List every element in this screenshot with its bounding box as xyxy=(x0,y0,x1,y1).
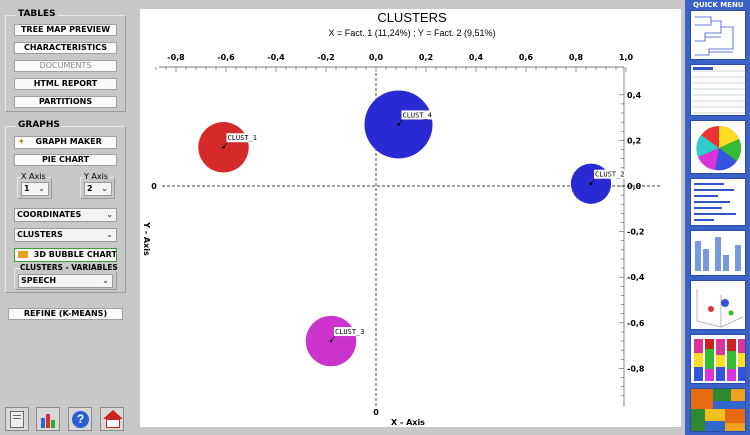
cluster-label-4: CLUST_4 xyxy=(403,111,433,119)
html-report-button[interactable]: HTML REPORT xyxy=(14,78,117,90)
bubble-3d-button[interactable]: 3D BUBBLE CHART xyxy=(14,248,117,262)
table-thumbnail[interactable] xyxy=(690,64,746,116)
y-tick-label: 0,2 xyxy=(627,136,641,145)
magic-wand-icon: ✦ xyxy=(18,137,25,146)
tree-map-preview-button[interactable]: TREE MAP PREVIEW xyxy=(14,24,117,36)
bubble-3d-label: 3D BUBBLE CHART xyxy=(33,250,117,259)
y-axis-label: Y Axis xyxy=(84,172,109,181)
cluster-label-bg-2 xyxy=(594,169,626,179)
speech-label: SPEECH xyxy=(21,276,57,285)
chevron-down-icon: ⌄ xyxy=(102,276,109,285)
cluster-leader-2 xyxy=(590,178,596,184)
clusters-label: CLUSTERS xyxy=(17,230,63,239)
y-tick-label: 0,4 xyxy=(627,91,642,100)
cluster-label-2: CLUST_2 xyxy=(595,171,625,179)
cluster-scatter-chart: CLUSTERS X = Fact. 1 (11,24%) ; Y = Fact… xyxy=(142,10,662,427)
x-zero-label: 0 xyxy=(373,408,379,417)
y-tick-label: -0,8 xyxy=(627,364,645,373)
coordinates-select[interactable]: COORDINATES ⌄ xyxy=(14,208,117,222)
chart-area: CLUSTERS X = Fact. 1 (11,24%) ; Y = Fact… xyxy=(140,9,681,427)
list-thumbnail[interactable] xyxy=(690,178,746,226)
stacked-bars-thumbnail[interactable] xyxy=(690,334,746,384)
bubble-chart-icon xyxy=(18,251,28,258)
chart-subtitle: X = Fact. 1 (11,24%) ; Y = Fact. 2 (9,51… xyxy=(328,28,495,38)
x-tick-label: 0,0 xyxy=(369,53,384,62)
dendrogram-thumbnail[interactable] xyxy=(690,10,746,60)
y-tick-label: 0,0 xyxy=(627,182,642,191)
cluster-label-bg-4 xyxy=(401,110,434,120)
chart-title: CLUSTERS xyxy=(377,10,447,25)
graph-maker-button[interactable]: ✦ GRAPH MAKER xyxy=(14,136,117,149)
y-axis-title: Y - Axis xyxy=(142,221,151,256)
clusters-variables-label: CLUSTERS - VARIABLES xyxy=(20,263,118,272)
cluster-label-bg-3 xyxy=(334,327,366,337)
tables-title: TABLES xyxy=(16,9,58,19)
tables-group xyxy=(5,15,126,112)
cluster-label-1: CLUST_1 xyxy=(228,134,258,142)
x-tick-label: 0,6 xyxy=(519,53,534,62)
y-axis-value: 2 xyxy=(87,184,93,193)
documents-button[interactable]: DOCUMENTS xyxy=(14,60,117,72)
x-tick-label: 1,0 xyxy=(619,53,634,62)
graphs-group xyxy=(5,126,126,293)
graph-maker-label: GRAPH MAKER xyxy=(35,137,102,146)
y-tick-label: -0,6 xyxy=(627,319,645,328)
cluster-leader-3 xyxy=(330,335,336,342)
partitions-button[interactable]: PARTITIONS xyxy=(14,96,117,108)
x-tick-label: -0,6 xyxy=(217,53,235,62)
refine-kmeans-button[interactable]: REFINE (K-MEANS) xyxy=(8,308,123,320)
graphs-title: GRAPHS xyxy=(16,120,62,130)
save-report-icon[interactable] xyxy=(5,407,29,431)
y-tick-label: -0,4 xyxy=(627,273,645,282)
chevron-down-icon: ⌄ xyxy=(106,210,113,219)
x-axis-select[interactable]: 1 ⌄ xyxy=(21,182,49,196)
chart-axes: -0,8 -0,6 -0,4 -0,2 0,0 0,2 0,4 0,6 0,8 1,0 0,4 0,2… xyxy=(151,53,662,417)
coordinates-label: COORDINATES xyxy=(17,210,82,219)
x-axis-title: X - Axis xyxy=(391,418,425,427)
treemap-thumbnail[interactable] xyxy=(690,388,746,432)
help-icon[interactable]: ? xyxy=(68,407,92,431)
characteristics-button[interactable]: CHARACTERISTICS xyxy=(14,42,117,54)
x-axis-value: 1 xyxy=(24,184,30,193)
bar-charts-thumbnail[interactable] xyxy=(690,230,746,276)
cluster-label-bg-1 xyxy=(226,133,259,143)
x-tick-label: 0,2 xyxy=(419,53,433,62)
chart-check-icon[interactable] xyxy=(36,407,60,431)
x-tick-label: 0,4 xyxy=(469,53,484,62)
y-axis-select[interactable]: 2 ⌄ xyxy=(84,182,112,196)
cluster-leader-4 xyxy=(398,119,403,125)
clusters-select[interactable]: CLUSTERS ⌄ xyxy=(14,228,117,242)
chart-marks: CLUST_1 CLUST_2 CLUST_3 CLUST_4 xyxy=(198,90,626,367)
chevron-down-icon: ⌄ xyxy=(106,230,113,239)
home-icon[interactable] xyxy=(100,407,124,431)
y-tick-label: -0,2 xyxy=(627,228,645,237)
x-axis-label: X Axis xyxy=(21,172,46,181)
cluster-leader-1 xyxy=(223,142,228,148)
chevron-down-icon: ⌄ xyxy=(101,184,108,193)
x-tick-label: -0,4 xyxy=(267,53,285,62)
x-tick-label: -0,2 xyxy=(317,53,335,62)
y-zero-label: 0 xyxy=(151,182,157,191)
left-panel: TABLES TREE MAP PREVIEW CHARACTERISTICS … xyxy=(0,0,133,435)
quick-menu-title: QUICK MENU xyxy=(693,1,744,9)
3d-scatter-thumbnail[interactable] xyxy=(690,280,746,330)
pie-chart-button[interactable]: PIE CHART xyxy=(14,154,117,166)
speech-select[interactable]: SPEECH ⌄ xyxy=(18,274,113,288)
x-tick-label: 0,8 xyxy=(569,53,584,62)
cluster-label-3: CLUST_3 xyxy=(335,328,365,336)
x-tick-label: -0,8 xyxy=(167,53,185,62)
quick-menu: QUICK MENU xyxy=(685,0,750,435)
pie-chart-thumbnail[interactable] xyxy=(690,120,746,174)
chevron-down-icon: ⌄ xyxy=(38,184,45,193)
